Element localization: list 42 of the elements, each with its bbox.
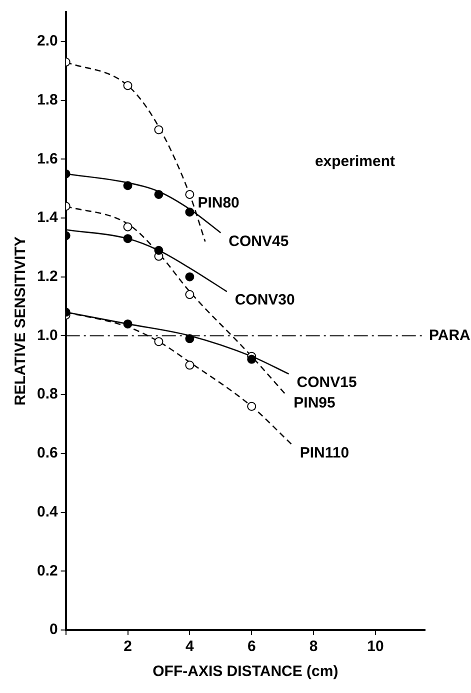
y-tick-label: 1.2 [36, 268, 58, 285]
ref-line-label: PARA [429, 326, 471, 344]
point [185, 290, 194, 300]
series-label: CONV30 [234, 292, 295, 309]
series-label: CONV15 [296, 374, 357, 392]
point [185, 190, 194, 199]
y-tick-label: 0.4 [36, 503, 58, 520]
point [185, 360, 194, 370]
series-label: PIN80 [198, 194, 240, 212]
point [154, 246, 164, 255]
x-tick-label: 8 [309, 638, 318, 656]
y-tick-label: 0.6 [36, 444, 58, 462]
point [123, 319, 132, 328]
y-tick-label: 2.0 [36, 32, 58, 50]
point [247, 354, 256, 364]
point [123, 222, 132, 232]
series-label: PIN110 [300, 444, 350, 462]
y-tick-label: 1.0 [36, 326, 58, 344]
x-axis-title: OFF-AXIS DISTANCE (cm) [152, 663, 338, 680]
y-tick-label: 1.8 [36, 91, 58, 108]
x-tick-label: 10 [367, 638, 384, 656]
y-tick-label: 0 [50, 621, 58, 638]
x-tick-label: 2 [124, 638, 132, 656]
point [154, 190, 164, 199]
point [247, 402, 256, 411]
x-tick-label: 4 [186, 638, 195, 656]
point [154, 337, 164, 346]
y-tick-label: 1.6 [36, 150, 58, 168]
y-tick-label: 0.8 [36, 386, 58, 403]
point [185, 272, 194, 282]
point [154, 125, 164, 134]
x-tick-label: 6 [247, 638, 256, 656]
point [123, 181, 132, 190]
y-tick-label: 1.4 [36, 209, 58, 226]
point [123, 234, 132, 244]
y-axis-title: RELATIVE SENSITIVITY [12, 236, 30, 406]
point [185, 208, 194, 217]
point [123, 81, 132, 90]
annotation: experiment [314, 153, 395, 170]
y-tick-label: 0.2 [36, 562, 58, 580]
series-label: PIN95 [294, 394, 336, 412]
series-label: CONV45 [228, 232, 289, 250]
